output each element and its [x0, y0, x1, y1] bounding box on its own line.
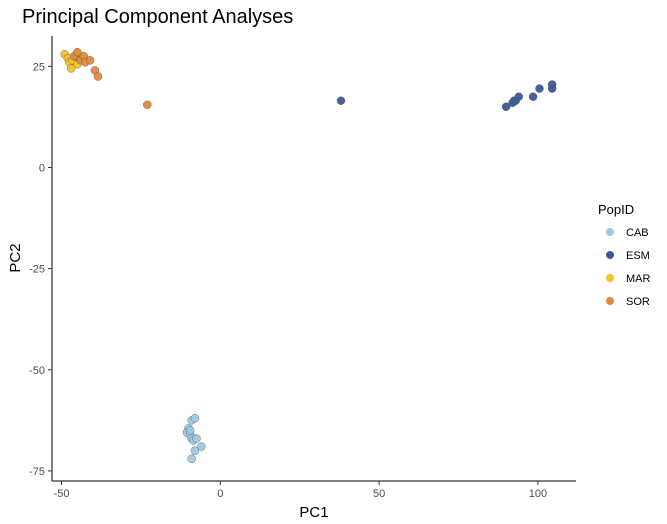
x-axis-ticks: -50 0 50 100 [54, 481, 547, 500]
legend-label-sor: SOR [626, 296, 650, 308]
data-point-sor [73, 48, 82, 57]
chart-title: Principal Component Analyses [22, 6, 293, 28]
x-axis-title: PC1 [299, 504, 328, 521]
y-axis-title: PC2 [7, 243, 24, 272]
data-point-cab [197, 442, 206, 451]
data-point-esm [514, 92, 523, 101]
data-point-esm [501, 102, 511, 112]
series-sor [69, 48, 152, 110]
data-point-esm [548, 80, 557, 89]
data-point-cab [192, 434, 201, 443]
legend-key-sor [606, 297, 614, 305]
y-tick-label: 0 [39, 162, 45, 174]
data-point-cab [190, 414, 200, 423]
data-point-esm [528, 92, 538, 101]
data-point-mar [66, 64, 76, 73]
data-point-cab [190, 446, 200, 455]
y-tick-label: -75 [29, 466, 45, 478]
data-point-cab [185, 426, 195, 435]
data-point-sor [85, 56, 95, 65]
data-point-esm [336, 96, 346, 105]
data-point-sor [143, 100, 152, 110]
data-point-cab [187, 454, 196, 463]
x-tick-label: 0 [217, 488, 223, 500]
series-esm [336, 80, 557, 112]
legend-label-cab: CAB [626, 227, 649, 239]
x-tick-label: 100 [529, 488, 547, 500]
legend-title: PopID [598, 202, 634, 217]
legend-key-esm [606, 251, 614, 259]
plot-area [60, 48, 557, 463]
data-point-esm [535, 84, 544, 93]
legend-label-mar: MAR [626, 273, 651, 285]
legend-key-mar [606, 274, 614, 282]
x-tick-label: 50 [373, 488, 385, 500]
y-axis-ticks: -75 -50 -25 0 25 [29, 61, 52, 478]
y-tick-label: 25 [33, 61, 45, 73]
legend: PopID CAB ESM MAR SOR [598, 202, 651, 308]
legend-label-esm: ESM [626, 250, 650, 262]
y-tick-label: -50 [29, 365, 45, 377]
y-tick-label: -25 [29, 264, 45, 276]
x-tick-label: -50 [54, 488, 70, 500]
legend-key-cab [606, 228, 614, 236]
series-cab [182, 414, 206, 463]
data-point-sor [93, 72, 103, 81]
